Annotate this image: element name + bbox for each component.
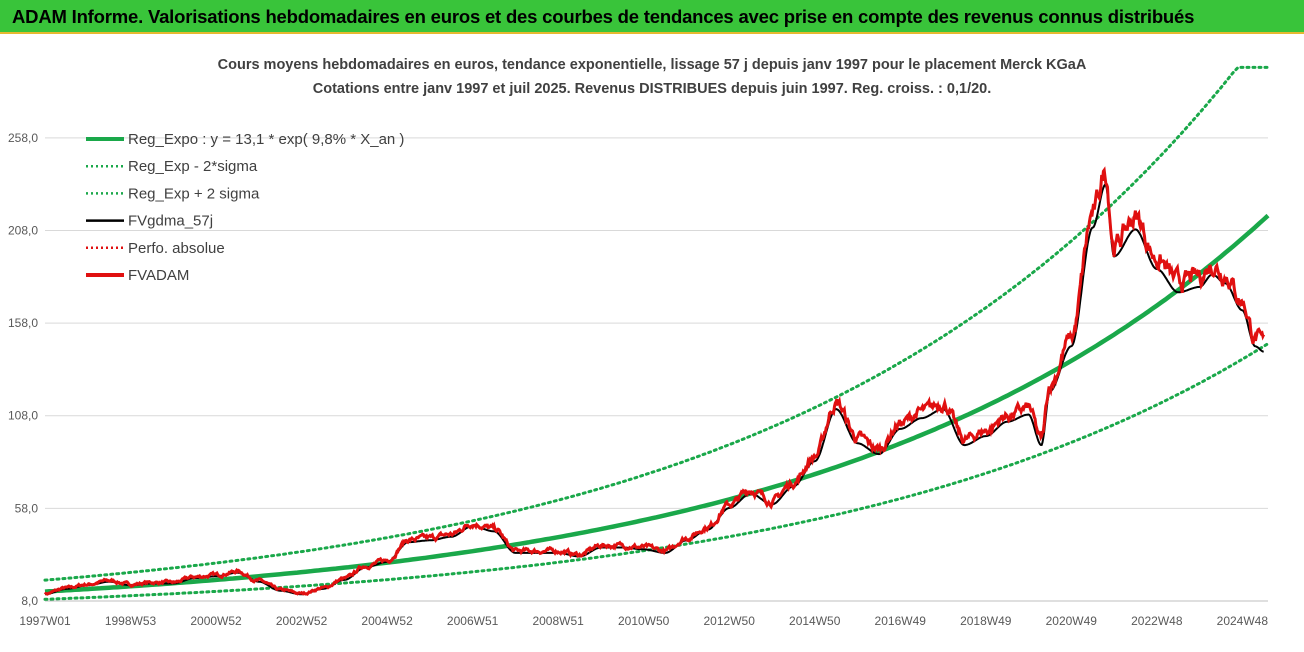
x-tick-label: 2002W52: [276, 614, 328, 628]
legend-label: FVADAM: [128, 267, 189, 284]
x-tick-label: 2010W50: [618, 614, 670, 628]
legend-label: Reg_Exp - 2*sigma: [128, 158, 258, 175]
x-tick-label: 1997W01: [19, 614, 71, 628]
series-reg-minus-2sigma: [43, 342, 1270, 601]
x-tick-label: 2020W49: [1046, 614, 1098, 628]
x-tick-label: 2006W51: [447, 614, 499, 628]
y-tick-label: 108,0: [8, 409, 38, 423]
x-tick-label: 1998W53: [105, 614, 157, 628]
y-tick-label: 8,0: [21, 594, 38, 608]
x-tick-label: 2004W52: [361, 614, 413, 628]
x-tick-label: 2000W52: [190, 614, 242, 628]
x-tick-label: 2024W48: [1217, 614, 1269, 628]
x-tick-label: 2018W49: [960, 614, 1012, 628]
series-fvadam: [43, 166, 1266, 596]
x-tick-label: 2008W51: [532, 614, 584, 628]
header-banner: ADAM Informe. Valorisations hebdomadaire…: [0, 0, 1304, 34]
legend: Reg_Expo : y = 13,1 * exp( 9,8% * X_an )…: [86, 131, 404, 284]
legend-label: Reg_Expo : y = 13,1 * exp( 9,8% * X_an ): [128, 131, 404, 148]
chart-title-block: Cours moyens hebdomadaires en euros, ten…: [0, 53, 1304, 101]
legend-label: FVgdma_57j: [128, 213, 213, 230]
x-tick-label: 2014W50: [789, 614, 841, 628]
chart-subtitle: Cotations entre janv 1997 et juil 2025. …: [312, 81, 992, 97]
series-reg-plus-2sigma: [43, 65, 1270, 582]
chart-title: Cours moyens hebdomadaires en euros, ten…: [217, 57, 1087, 73]
y-tick-label: 158,0: [8, 316, 38, 330]
series-fvgdma-57j: [44, 183, 1264, 596]
y-tick-label: 258,0: [8, 131, 38, 145]
banner-title: ADAM Informe. Valorisations hebdomadaire…: [12, 6, 1195, 27]
x-tick-label: 2012W50: [704, 614, 756, 628]
axes: 8,0 58,0 108,0 158,0 208,0 258,0 1997W01 1998W5…: [8, 131, 1268, 628]
grid: [45, 137, 1268, 602]
x-tick-label: 2016W49: [875, 614, 927, 628]
legend-label: Perfo. absolue: [128, 240, 225, 257]
legend-label: Reg_Exp + 2 sigma: [128, 185, 260, 202]
series: [43, 65, 1270, 601]
y-tick-label: 58,0: [15, 501, 39, 515]
x-tick-label: 2022W48: [1131, 614, 1183, 628]
y-tick-label: 208,0: [8, 223, 38, 237]
